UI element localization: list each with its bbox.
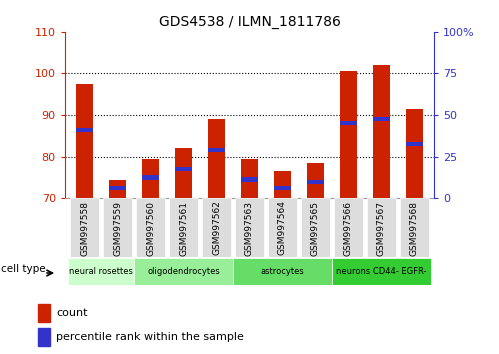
Text: GSM997561: GSM997561 <box>179 201 188 256</box>
Bar <box>208 119 225 198</box>
Bar <box>76 127 93 132</box>
Bar <box>142 159 159 198</box>
Bar <box>307 163 324 198</box>
Text: GSM997559: GSM997559 <box>113 201 122 256</box>
Bar <box>142 175 159 179</box>
Bar <box>406 142 423 146</box>
Text: count: count <box>56 308 88 318</box>
Bar <box>301 198 330 257</box>
Bar <box>274 171 291 198</box>
Text: GSM997563: GSM997563 <box>245 201 254 256</box>
Bar <box>136 198 165 257</box>
Bar <box>38 304 49 322</box>
Text: astrocytes: astrocytes <box>260 267 304 276</box>
Bar <box>241 159 258 198</box>
Bar <box>340 121 357 125</box>
Bar <box>274 186 291 190</box>
Bar <box>235 198 264 257</box>
Bar <box>307 179 324 184</box>
Text: GSM997565: GSM997565 <box>311 201 320 256</box>
Bar <box>373 117 390 121</box>
Bar <box>334 198 363 257</box>
Text: GSM997568: GSM997568 <box>410 201 419 256</box>
Bar <box>76 84 93 198</box>
Bar <box>68 258 134 285</box>
Text: cell type: cell type <box>1 264 46 274</box>
Bar <box>38 328 49 346</box>
Bar <box>208 148 225 153</box>
Text: GSM997562: GSM997562 <box>212 201 221 256</box>
Bar <box>103 198 132 257</box>
Text: GSM997566: GSM997566 <box>344 201 353 256</box>
Bar <box>169 198 198 257</box>
Text: percentile rank within the sample: percentile rank within the sample <box>56 332 245 342</box>
Bar <box>241 177 258 182</box>
Bar <box>175 167 192 171</box>
Bar <box>134 258 233 285</box>
Text: oligodendrocytes: oligodendrocytes <box>147 267 220 276</box>
Bar <box>109 179 126 198</box>
Bar <box>400 198 429 257</box>
Bar <box>373 65 390 198</box>
Bar <box>233 258 332 285</box>
Bar <box>406 109 423 198</box>
Bar <box>202 198 231 257</box>
Title: GDS4538 / ILMN_1811786: GDS4538 / ILMN_1811786 <box>159 16 340 29</box>
Bar <box>332 258 431 285</box>
Text: neurons CD44- EGFR-: neurons CD44- EGFR- <box>336 267 427 276</box>
Bar <box>367 198 396 257</box>
Bar <box>70 198 99 257</box>
Text: GSM997560: GSM997560 <box>146 201 155 256</box>
Text: GSM997567: GSM997567 <box>377 201 386 256</box>
Bar <box>268 198 297 257</box>
Bar <box>340 72 357 198</box>
Bar <box>175 148 192 198</box>
Text: neural rosettes: neural rosettes <box>69 267 133 276</box>
Text: GSM997558: GSM997558 <box>80 201 89 256</box>
Text: GSM997564: GSM997564 <box>278 201 287 256</box>
Bar <box>109 186 126 190</box>
